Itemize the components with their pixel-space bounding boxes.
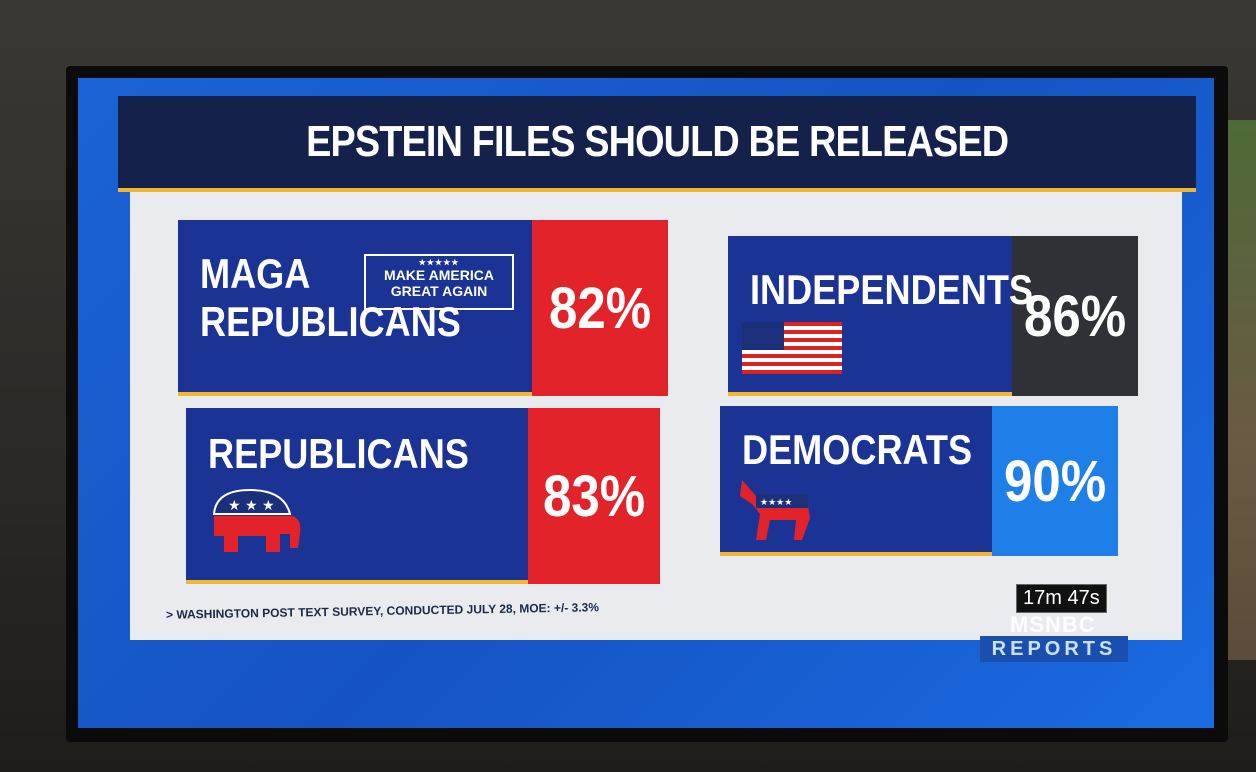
timer: 17m 47s [1016, 584, 1107, 613]
card-label-box: DEMOCRATS ★★★★ [720, 406, 992, 556]
card-value: 86% [1023, 283, 1127, 349]
poll-card: INDEPENDENTS 86% [728, 236, 1138, 396]
gop-elephant-icon: ★ ★ ★ [212, 488, 301, 552]
card-label-box: REPUBLICANS ★ ★ ★ [186, 408, 528, 584]
card-label: REPUBLICANS [208, 430, 469, 477]
card-value-box: 83% [528, 408, 660, 584]
title-bar: EPSTEIN FILES SHOULD BE RELEASED [118, 96, 1196, 192]
badge-stars: ★★★★★ [418, 258, 460, 267]
card-value: 82% [548, 275, 652, 341]
card-label: MAGA REPUBLICANS [200, 250, 461, 345]
card-label-box: MAGA REPUBLICANS ★★★★★ MAKE AMERICA GREA… [178, 220, 532, 396]
network-logo: MSNBC [1010, 612, 1096, 637]
poll-card: REPUBLICANS ★ ★ ★ 83% [186, 408, 660, 584]
card-value-box: 90% [992, 406, 1118, 556]
card-value: 83% [542, 463, 646, 529]
svg-text:★ ★ ★: ★ ★ ★ [228, 498, 275, 514]
card-value-box: 86% [1012, 236, 1138, 396]
poll-card: DEMOCRATS ★★★★ 90% [720, 406, 1118, 556]
poll-card: MAGA REPUBLICANS ★★★★★ MAKE AMERICA GREA… [178, 220, 668, 396]
badge-text: MAKE AMERICA GREAT AGAIN [384, 267, 494, 299]
dem-donkey-icon: ★★★★ [740, 480, 810, 540]
card-label-box: INDEPENDENTS [728, 236, 1033, 396]
us-flag-icon [742, 322, 842, 374]
card-value-box: 82% [532, 220, 668, 396]
card-label: DEMOCRATS [742, 426, 973, 473]
show-name: REPORTS [980, 636, 1128, 662]
svg-text:★★★★: ★★★★ [760, 498, 792, 508]
card-value: 90% [1003, 448, 1107, 514]
title: EPSTEIN FILES SHOULD BE RELEASED [305, 117, 1009, 166]
maga-badge: ★★★★★ MAKE AMERICA GREAT AGAIN [364, 254, 514, 310]
card-label: INDEPENDENTS [750, 266, 1033, 313]
